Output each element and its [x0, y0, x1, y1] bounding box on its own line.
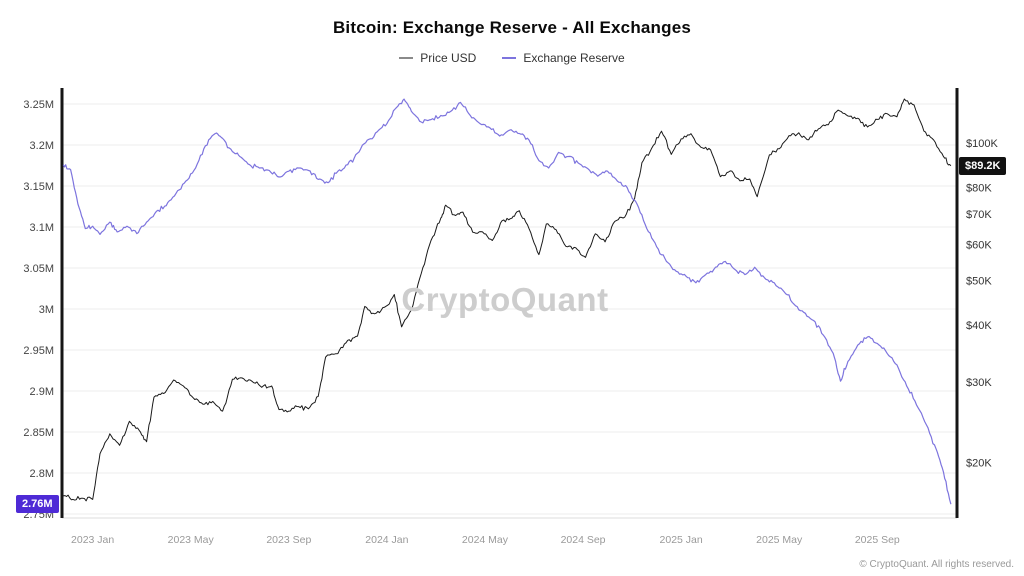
right-axis-tick-label: $100K	[966, 138, 998, 150]
left-axis-tick-label: 2.95M	[23, 345, 54, 357]
x-axis-tick-label: 2025 May	[756, 534, 803, 546]
legend-item-reserve[interactable]: Exchange Reserve	[502, 51, 625, 65]
legend-label-reserve: Exchange Reserve	[523, 51, 625, 65]
x-axis-tick-label: 2024 May	[462, 534, 509, 546]
x-axis-tick-label: 2024 Jan	[365, 534, 408, 546]
right-axis-tick-label: $50K	[966, 276, 992, 288]
exchange-reserve-line	[62, 98, 952, 505]
right-axis-tick-label: $20K	[966, 457, 992, 469]
legend-item-price[interactable]: Price USD	[399, 51, 476, 65]
right-axis-tick-label: $30K	[966, 377, 992, 389]
right-axis-tick-label: $70K	[966, 209, 992, 221]
chart-title: Bitcoin: Exchange Reserve - All Exchange…	[332, 18, 692, 37]
left-axis-tick-label: 2.85M	[23, 427, 54, 439]
copyright-footer: © CryptoQuant. All rights reserved.	[859, 559, 1014, 570]
left-axis-tick-label: 2.8M	[30, 468, 54, 480]
left-axis-tick-label: 3M	[39, 304, 54, 316]
left-axis-tick-label: 3.15M	[23, 181, 54, 193]
price-usd-line	[63, 98, 952, 502]
left-axis-tick-label: 2.9M	[30, 386, 54, 398]
price-line-marker-icon	[399, 57, 414, 59]
legend-label-price: Price USD	[420, 51, 477, 65]
left-axis-tick-label: 3.2M	[30, 140, 54, 152]
right-axis-tick-label: $80K	[966, 182, 992, 194]
left-axis-tick-label: 3.1M	[30, 222, 54, 234]
x-axis-tick-label: 2023 May	[168, 534, 215, 546]
right-axis-tick-label: $60K	[966, 239, 992, 251]
left-axis-tick-label: 3.05M	[23, 263, 54, 275]
x-axis-tick-label: 2023 Jan	[71, 534, 114, 546]
x-axis-tick-label: 2025 Jan	[660, 534, 703, 546]
x-axis-tick-label: 2023 Sep	[266, 534, 311, 546]
price-current-value-badge: $89.2K	[959, 156, 1007, 175]
x-axis-tick-label: 2025 Sep	[855, 534, 900, 546]
x-axis-tick-label: 2024 Sep	[561, 534, 606, 546]
reserve-line-marker-icon	[502, 57, 517, 59]
chart-legend: Price USD Exchange Reserve	[0, 51, 1024, 65]
reserve-current-value-badge: 2.76M	[16, 495, 59, 514]
left-axis-tick-label: 3.25M	[23, 99, 54, 111]
right-axis-tick-label: $40K	[966, 320, 992, 332]
